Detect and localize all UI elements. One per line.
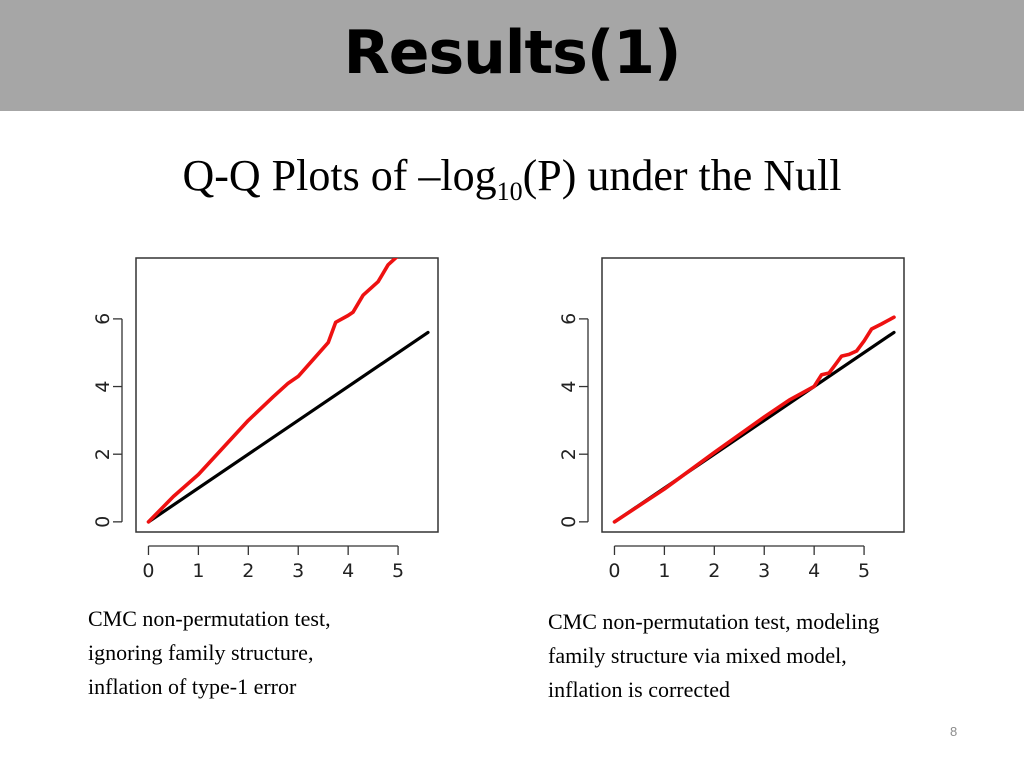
y-tick-label: 2 <box>92 448 114 460</box>
caption-right: CMC non-permutation test, modeling famil… <box>548 605 879 707</box>
x-tick-label: 5 <box>858 560 870 582</box>
y-tick-label: 6 <box>92 313 114 325</box>
observed-line <box>146 258 399 524</box>
plot-frame <box>601 257 905 533</box>
qq-plot-left-svg: 0 1 2 3 4 5 0 2 4 6 <box>92 257 439 582</box>
y-tick-label: 6 <box>558 313 580 325</box>
y-tick-label: 0 <box>92 516 114 528</box>
x-tick-label: 0 <box>608 560 620 582</box>
subtitle-suffix: (P) under the Null <box>522 151 842 200</box>
caption-right-line: family structure via mixed model, <box>548 643 847 668</box>
caption-left: CMC non-permutation test, ignoring famil… <box>88 602 331 704</box>
x-tick-label: 2 <box>242 560 254 582</box>
x-tick-label: 3 <box>292 560 304 582</box>
slide-subtitle: Q-Q Plots of –log10(P) under the Null <box>0 150 1024 207</box>
caption-left-line: ignoring family structure, <box>88 640 314 665</box>
y-tick-label: 4 <box>558 380 580 392</box>
y-tick-label: 2 <box>558 448 580 460</box>
x-tick-label: 1 <box>658 560 670 582</box>
qq-plot-left: 0 1 2 3 4 5 0 2 4 6 <box>70 240 450 590</box>
y-tick-label: 4 <box>92 380 114 392</box>
expected-line <box>146 330 430 524</box>
x-tick-label: 0 <box>142 560 154 582</box>
x-tick-label: 4 <box>808 560 820 582</box>
slide-title: Results(1) <box>343 18 682 88</box>
qq-plot-right: 0 1 2 3 4 5 0 2 4 6 <box>536 240 916 590</box>
page-number: 8 <box>950 724 958 739</box>
observed-line <box>612 315 896 524</box>
caption-left-line: CMC non-permutation test, <box>88 606 331 631</box>
subtitle-prefix: Q-Q Plots of –log <box>182 151 497 200</box>
plot-frame <box>135 257 439 533</box>
caption-right-line: inflation is corrected <box>548 677 731 702</box>
title-bar <box>0 0 1024 111</box>
x-tick-label: 4 <box>342 560 354 582</box>
y-tick-label: 0 <box>558 516 580 528</box>
x-tick-label: 5 <box>392 560 404 582</box>
caption-left-line: inflation of type-1 error <box>88 674 297 699</box>
x-tick-label: 1 <box>192 560 204 582</box>
x-tick-label: 2 <box>708 560 720 582</box>
qq-plot-right-svg: 0 1 2 3 4 5 0 2 4 6 <box>558 257 905 582</box>
caption-right-line: CMC non-permutation test, modeling <box>548 609 880 634</box>
x-tick-label: 3 <box>758 560 770 582</box>
subtitle-subscript: 10 <box>496 177 523 206</box>
